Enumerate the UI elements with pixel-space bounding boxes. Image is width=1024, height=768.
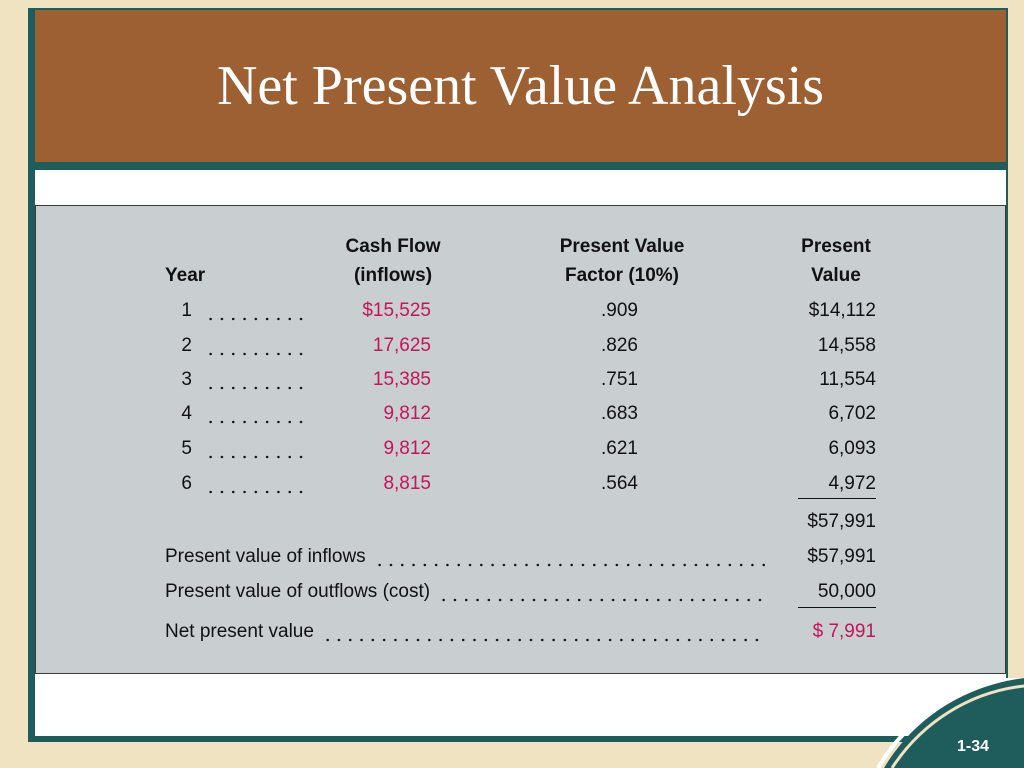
pv-factor: .751 [601, 369, 638, 390]
summary-label: Net present value [165, 621, 314, 642]
cash-flow: 15,385 [372, 369, 431, 390]
dot-leader [205, 352, 311, 356]
present-value: 11,554 [819, 369, 876, 390]
dot-leader [438, 598, 765, 602]
underline [798, 498, 876, 499]
column-header: (inflows) [353, 265, 433, 286]
present-value: $14,112 [808, 300, 876, 321]
year: 2 [181, 335, 192, 356]
year: 5 [181, 438, 192, 459]
summary-label: Present value of inflows [165, 546, 366, 567]
dot-leader [321, 638, 765, 642]
total: $57,991 [807, 511, 876, 532]
dot-leader [205, 317, 311, 321]
cash-flow: 9,812 [383, 403, 431, 424]
pv-factor: .909 [601, 300, 638, 321]
pv-factor: .621 [601, 438, 638, 459]
present-value: 6,702 [828, 403, 876, 424]
column-header: Year [165, 265, 206, 286]
summary-label: Present value of outflows (cost) [165, 581, 431, 602]
present-value: 6,093 [828, 438, 876, 459]
year: 3 [181, 369, 192, 390]
column-header: Cash Flow [345, 236, 441, 257]
column-header: Present [801, 236, 871, 257]
summary-value: $ 7,991 [812, 621, 876, 642]
present-value: 4,972 [828, 473, 876, 494]
dot-leader [373, 563, 765, 567]
corner-swoosh [876, 678, 1024, 768]
table-panel [35, 205, 1006, 674]
dot-leader [205, 386, 311, 390]
column-header: Value [811, 265, 861, 286]
pv-factor: .683 [601, 403, 638, 424]
year: 4 [181, 403, 192, 424]
dot-leader [205, 420, 311, 424]
dot-leader [205, 455, 311, 459]
cash-flow: 9,812 [383, 438, 431, 459]
present-value: 14,558 [817, 335, 876, 356]
cash-flow: $15,525 [362, 300, 431, 321]
title-bar: Net Present Value Analysis [35, 10, 1006, 162]
slide-title: Net Present Value Analysis [216, 55, 825, 117]
cash-flow: 8,815 [383, 473, 431, 494]
pv-factor: .826 [601, 335, 638, 356]
summary-value: $57,991 [807, 546, 876, 567]
underline [798, 607, 876, 608]
dot-leader [205, 490, 311, 494]
year: 6 [181, 473, 192, 494]
pv-factor: .564 [601, 473, 638, 494]
cash-flow: 17,625 [372, 335, 431, 356]
column-header: Factor (10%) [564, 265, 680, 286]
column-header: Present Value [559, 236, 685, 257]
summary-value: 50,000 [817, 581, 876, 602]
year: 1 [181, 300, 192, 321]
page-number: 1-34 [957, 738, 990, 755]
